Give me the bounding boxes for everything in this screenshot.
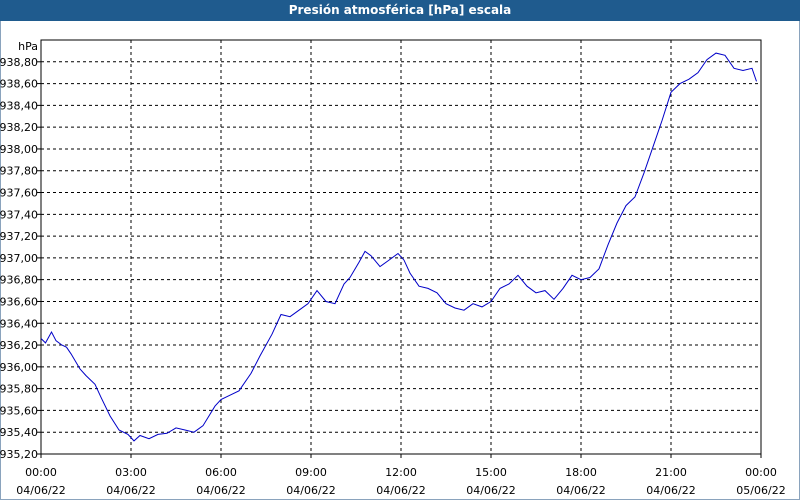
y-tick-label: 937,00 xyxy=(0,252,38,265)
y-axis-ticks: 935,20 935,40 935,60 935,80 936,00 936,20 936,… xyxy=(0,56,41,461)
x-tick-time-label: 03:00 xyxy=(115,466,147,479)
y-tick-label: 936,80 xyxy=(0,274,38,287)
x-tick-date-label: 04/06/22 xyxy=(16,484,65,497)
x-tick-date-label: 04/06/22 xyxy=(466,484,515,497)
y-tick-label: 935,20 xyxy=(0,448,38,461)
y-tick-label: 938,00 xyxy=(0,143,38,156)
y-tick-label: 936,60 xyxy=(0,295,38,308)
x-tick-date-label: 04/06/22 xyxy=(106,484,155,497)
y-tick-label: 938,20 xyxy=(0,121,38,134)
x-tick-time-label: 00:00 xyxy=(25,466,57,479)
y-tick-label: 937,80 xyxy=(0,165,38,178)
x-axis-ticks: 00:00 04/06/22 03:00 04/06/22 06:00 04/06/22 0… xyxy=(16,454,786,497)
y-tick-label: 938,80 xyxy=(0,56,38,69)
x-tick-time-label: 09:00 xyxy=(295,466,327,479)
y-tick-label: 936,40 xyxy=(0,317,38,330)
x-tick-time-label: 12:00 xyxy=(385,466,417,479)
y-tick-label: 938,60 xyxy=(0,78,38,91)
y-tick-label: 936,20 xyxy=(0,339,38,352)
x-tick-date-label: 04/06/22 xyxy=(556,484,605,497)
y-tick-label: 937,20 xyxy=(0,230,38,243)
chart-title: Presión atmosférica [hPa] escala xyxy=(0,0,800,21)
y-tick-label: 936,00 xyxy=(0,361,38,374)
x-tick-time-label: 00:00 xyxy=(745,466,777,479)
x-tick-date-label: 04/06/22 xyxy=(646,484,695,497)
x-tick-time-label: 06:00 xyxy=(205,466,237,479)
x-tick-time-label: 18:00 xyxy=(565,466,597,479)
y-tick-label: 935,60 xyxy=(0,404,38,417)
pressure-series-line xyxy=(40,52,757,442)
x-tick-date-label: 04/06/22 xyxy=(286,484,335,497)
y-tick-label: 937,40 xyxy=(0,208,38,221)
x-tick-time-label: 21:00 xyxy=(655,466,687,479)
x-tick-time-label: 15:00 xyxy=(475,466,507,479)
y-tick-label: 935,80 xyxy=(0,383,38,396)
grid-lines xyxy=(41,40,761,454)
y-axis-unit-label: hPa xyxy=(18,40,38,53)
x-tick-date-label: 04/06/22 xyxy=(376,484,425,497)
y-tick-label: 938,40 xyxy=(0,99,38,112)
x-tick-date-label: 04/06/22 xyxy=(196,484,245,497)
y-tick-label: 935,40 xyxy=(0,426,38,439)
x-tick-date-label: 05/06/22 xyxy=(736,484,785,497)
y-tick-label: 937,60 xyxy=(0,187,38,200)
